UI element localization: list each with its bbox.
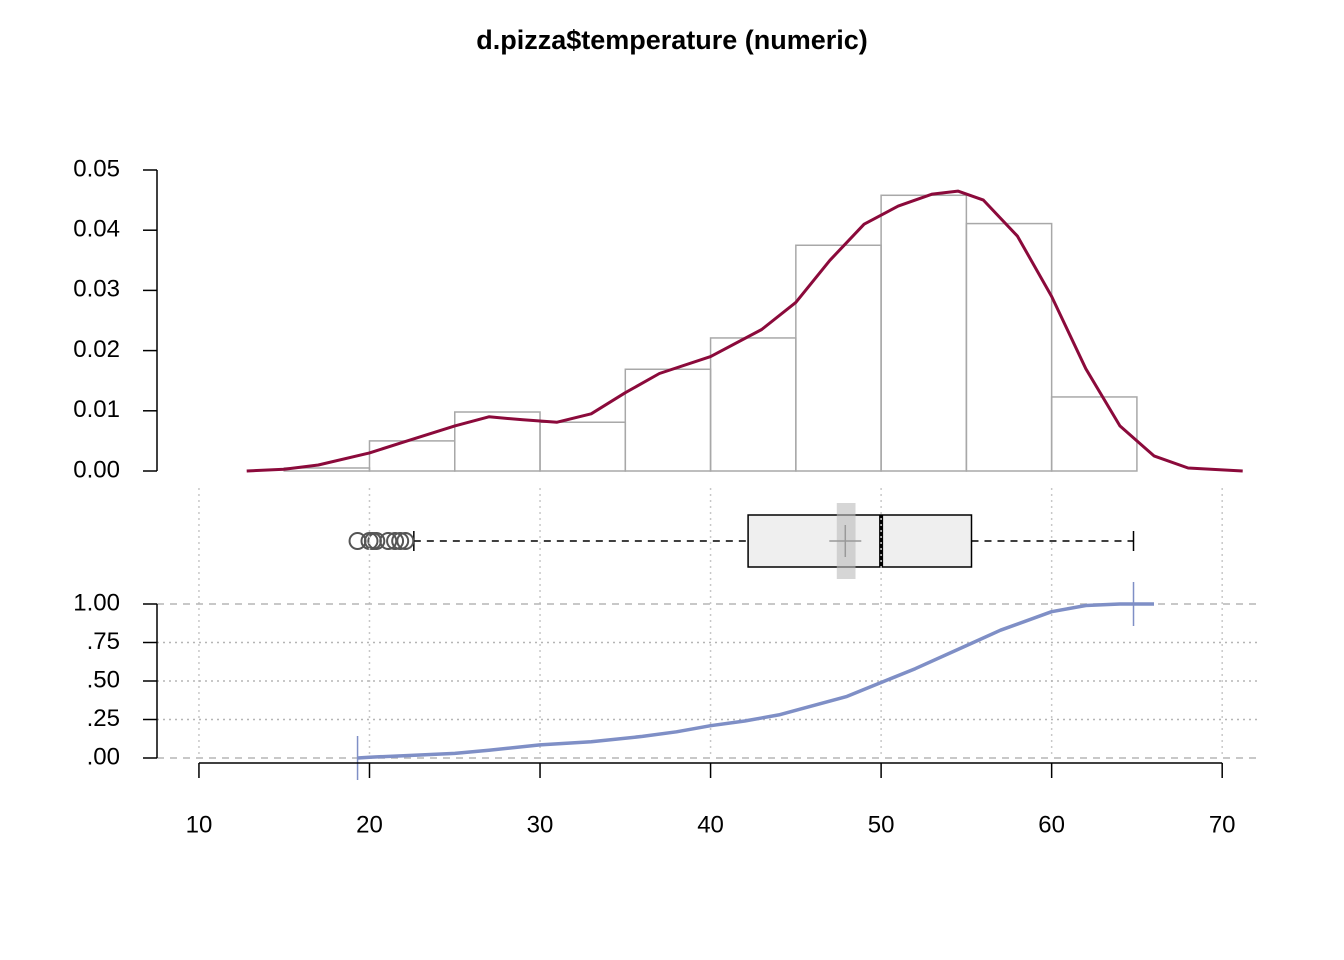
y-tick-label: .00 [87, 743, 120, 770]
density-line [246, 189, 1243, 473]
histogram-bar [368, 440, 456, 472]
histogram-bar [1050, 396, 1138, 472]
x-tick-label: 30 [527, 811, 554, 838]
outlier [396, 532, 415, 550]
y-tick-label: .25 [87, 705, 120, 732]
histogram-bar [965, 222, 1053, 472]
x-tick-label: 50 [868, 811, 895, 838]
x-tick-label: 10 [186, 811, 213, 838]
y-tick-label: 0.04 [73, 216, 120, 243]
outlier [386, 532, 405, 550]
x-tick-label: 70 [1209, 811, 1236, 838]
outlier [363, 532, 382, 550]
y-tick-label: 1.00 [73, 589, 120, 616]
y-tick-label: 0.03 [73, 276, 120, 303]
histogram-bar [539, 421, 627, 472]
x-tick-label: 40 [697, 811, 724, 838]
histogram-bar [880, 194, 968, 472]
outlier [379, 532, 398, 550]
ecdf-line [357, 602, 1154, 760]
chart-title: d.pizza$temperature (numeric) [476, 25, 868, 55]
y-tick-label: 0.02 [73, 336, 120, 363]
y-tick-label: 0.00 [73, 456, 120, 483]
x-tick-label: 20 [356, 811, 383, 838]
x-tick-label: 60 [1038, 811, 1065, 838]
histogram-bar [709, 337, 797, 472]
y-tick-label: 0.05 [73, 155, 120, 182]
histogram-bar [795, 244, 882, 472]
y-tick-label: .50 [87, 666, 120, 693]
y-tick-label: 0.01 [73, 396, 120, 423]
outlier [367, 532, 386, 550]
outlier [391, 532, 410, 550]
y-tick-label: .75 [87, 628, 120, 655]
